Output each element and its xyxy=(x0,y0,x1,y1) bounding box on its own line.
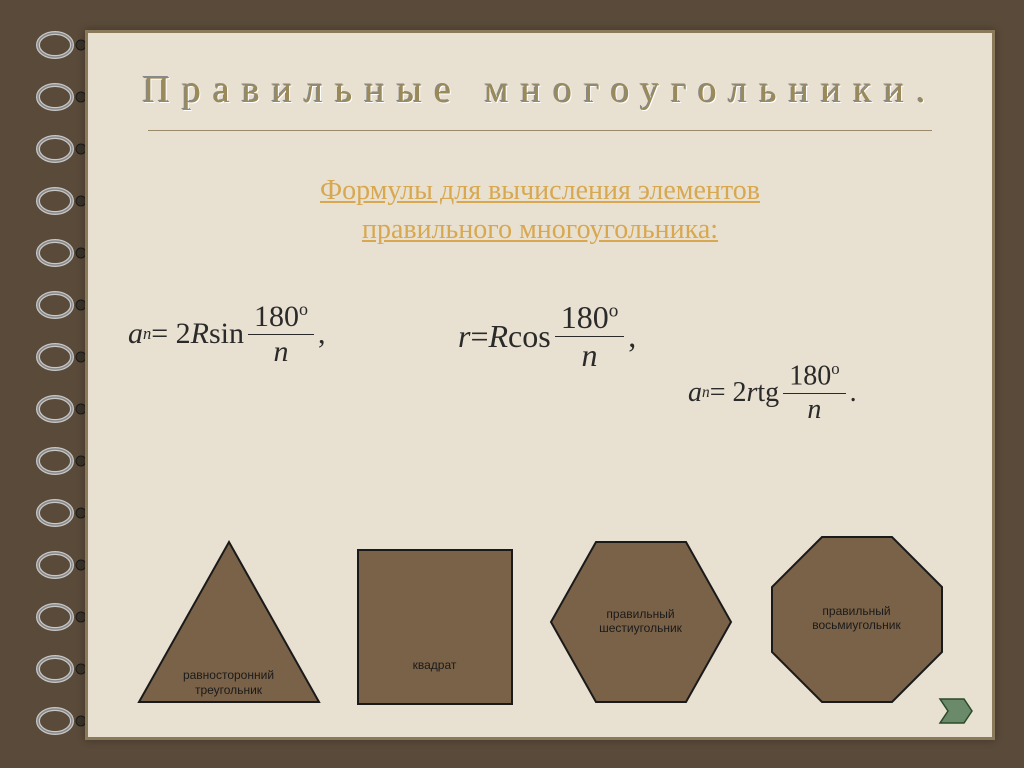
f2-fraction: 180o n xyxy=(555,299,625,374)
square-icon xyxy=(355,547,515,707)
arrow-right-icon xyxy=(938,697,974,725)
f3-eq: = 2 xyxy=(710,377,747,409)
f3-lhs-sub: n xyxy=(702,384,710,402)
binding-ring xyxy=(35,704,85,736)
f3-tail: . xyxy=(850,377,857,409)
f2-num: 180 xyxy=(561,299,609,335)
binding-ring xyxy=(35,548,85,580)
shape-octagon: правильный восьмиугольник xyxy=(767,532,947,707)
formula-side-via-R: an = 2R sin 180o n , xyxy=(128,299,326,369)
triangle-label: равносторонний треугольник xyxy=(134,668,324,697)
binding-ring xyxy=(35,392,85,424)
f1-lhs-var: a xyxy=(128,317,143,351)
shapes-row: равносторонний треугольник квадрат прави… xyxy=(118,517,962,707)
formula-side-via-r: an = 2rtg 180o n . xyxy=(688,359,857,425)
binding-ring xyxy=(35,444,85,476)
f3-num: 180 xyxy=(789,361,831,392)
f1-num: 180 xyxy=(254,300,299,333)
subtitle-line-2: правильного многоугольника: xyxy=(362,214,718,245)
f1-den: n xyxy=(268,335,295,369)
f2-deg: o xyxy=(609,301,619,322)
slide-subtitle: Формулы для вычисления элементов правиль… xyxy=(88,171,992,249)
binding-ring xyxy=(35,288,85,320)
formulas-area: an = 2R sin 180o n , r = R cos 180o n , … xyxy=(88,299,992,479)
divider xyxy=(148,130,932,131)
octagon-label: правильный восьмиугольник xyxy=(767,604,947,633)
f2-lhs: r xyxy=(458,318,470,355)
f2-den: n xyxy=(576,337,604,374)
slide-title: Правильные многоугольники. xyxy=(88,68,992,112)
hexagon-label: правильный шестиугольник xyxy=(546,607,736,636)
binding-ring xyxy=(35,184,85,216)
f2-R: R xyxy=(489,318,509,355)
f1-eq: = 2 xyxy=(151,317,190,351)
f3-func: tg xyxy=(757,377,779,409)
f2-func: cos xyxy=(508,318,551,355)
f3-r: r xyxy=(747,377,758,409)
binding-ring xyxy=(35,496,85,528)
spiral-binding xyxy=(35,20,90,750)
f3-den: n xyxy=(801,394,827,426)
f3-fraction: 180o n xyxy=(783,359,845,425)
binding-ring xyxy=(35,600,85,632)
shape-hexagon: правильный шестиугольник xyxy=(546,537,736,707)
f1-lhs-sub: n xyxy=(143,324,151,344)
f1-fraction: 180o n xyxy=(248,299,314,369)
shape-square: квадрат xyxy=(355,547,515,707)
f1-tail: , xyxy=(318,317,326,351)
f2-tail: , xyxy=(628,318,636,355)
binding-ring xyxy=(35,28,85,60)
f1-R: R xyxy=(191,317,209,351)
slide-frame: Правильные многоугольники. Формулы для в… xyxy=(85,30,995,740)
f1-deg: o xyxy=(299,299,308,319)
binding-ring xyxy=(35,340,85,372)
binding-ring xyxy=(35,80,85,112)
square-rect xyxy=(358,550,512,704)
shape-triangle: равносторонний треугольник xyxy=(134,537,324,707)
next-slide-button[interactable] xyxy=(938,697,974,725)
f3-deg: o xyxy=(831,359,839,378)
f3-lhs-var: a xyxy=(688,377,702,409)
square-label: квадрат xyxy=(355,658,515,672)
subtitle-line-1: Формулы для вычисления элементов xyxy=(320,175,760,206)
f2-eq: = xyxy=(470,318,488,355)
binding-ring xyxy=(35,132,85,164)
binding-ring xyxy=(35,236,85,268)
binding-ring xyxy=(35,652,85,684)
f1-func: sin xyxy=(209,317,244,351)
formula-apothem: r = R cos 180o n , xyxy=(458,299,636,374)
